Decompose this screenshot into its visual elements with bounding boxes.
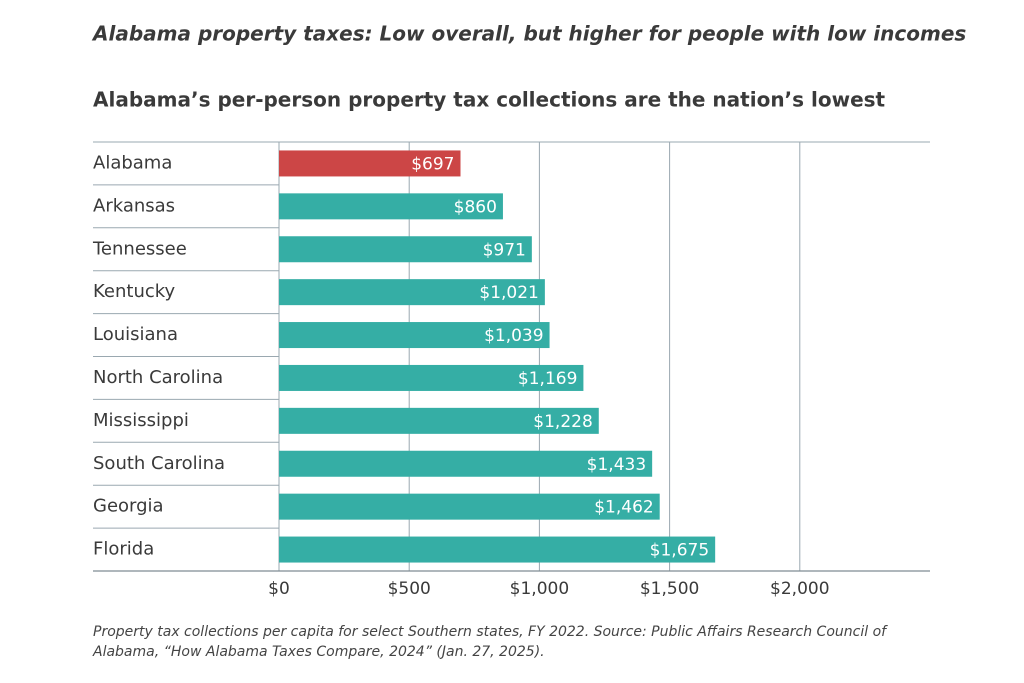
chart-note: Property tax collections per capita for … [93,624,887,660]
bar [279,279,545,306]
bar [279,236,532,263]
y-tick-label: Florida [93,539,154,560]
chart-subtitle: Alabama’s per-person property tax collec… [93,88,886,112]
y-tick-label: Mississippi [93,410,189,431]
value-label: $1,039 [484,326,543,346]
chart-title: Alabama property taxes: Low overall, but… [91,22,966,46]
bar [279,193,503,220]
bar [279,150,461,177]
value-label: $1,169 [518,369,577,389]
y-tick-label: North Carolina [93,367,223,388]
x-tick-label: $1,500 [640,579,699,599]
y-tick-label: Alabama [93,152,172,173]
y-tick-label: Louisiana [93,324,178,345]
bar [279,493,660,520]
value-label: $860 [454,197,497,217]
y-tick-label: Kentucky [93,281,176,302]
bar [279,364,584,391]
x-tick-label: $2,000 [770,579,829,599]
bar [279,536,716,563]
x-tick-label: $1,000 [510,579,569,599]
value-label: $971 [483,240,526,260]
bar [279,322,550,349]
bar [279,450,653,477]
value-label: $1,462 [594,498,653,518]
y-tick-label: Georgia [93,496,164,517]
y-tick-label: South Carolina [93,453,225,474]
value-label: $1,675 [650,541,709,561]
x-tick-label: $500 [388,579,431,599]
y-tick-label: Tennessee [92,238,187,259]
value-label: $697 [411,154,454,174]
x-tick-label: $0 [268,579,290,599]
y-tick-label: Arkansas [93,195,175,216]
value-label: $1,021 [479,283,538,303]
value-label: $1,228 [533,412,592,432]
value-label: $1,433 [587,455,646,475]
bar [279,407,599,434]
